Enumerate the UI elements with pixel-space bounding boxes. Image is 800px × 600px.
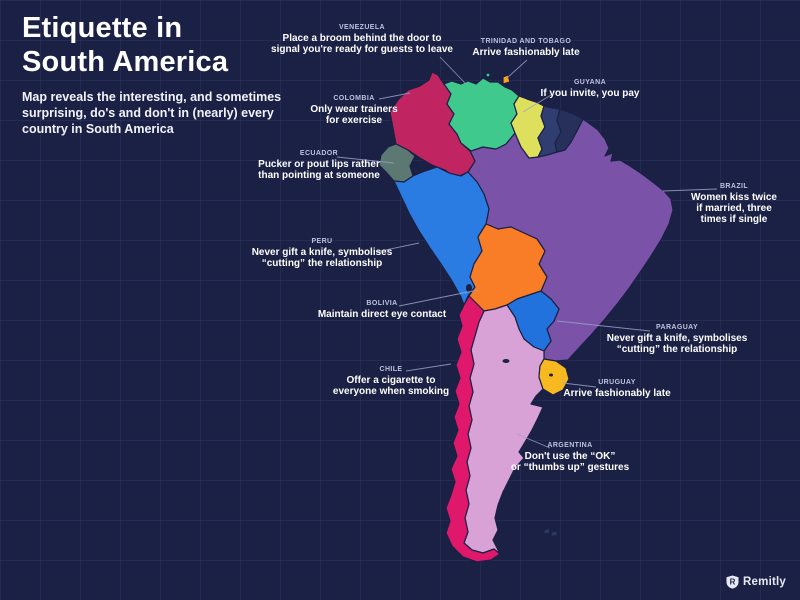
leader-brazil: [662, 188, 718, 192]
leader-peru: [375, 242, 420, 253]
lake-uruguay: [549, 373, 553, 377]
leader-trinidad-and-tobago: [506, 59, 528, 79]
leader-argentina: [516, 433, 551, 449]
lake-argentina: [502, 359, 510, 363]
leader-venezuela: [439, 56, 467, 85]
brand-logo: R Remitly: [726, 575, 786, 589]
country-chile: [445, 295, 501, 563]
leader-guyana: [522, 94, 552, 113]
leader-ecuador: [336, 156, 395, 164]
leader-uruguay: [562, 382, 597, 388]
page-subtitle: Map reveals the interesting, and sometim…: [22, 89, 282, 136]
page-title: Etiquette in South America: [22, 12, 229, 78]
svg-text:R: R: [730, 578, 736, 587]
leader-paraguay: [556, 320, 651, 332]
lake-titicaca: [466, 284, 472, 292]
leader-bolivia: [398, 289, 479, 307]
leader-chile: [405, 363, 452, 372]
falkland-islands: [543, 527, 558, 537]
country-french-guiana: [554, 108, 584, 153]
brand-name: Remitly: [743, 576, 786, 588]
isla-margarita: [485, 72, 491, 78]
header: Etiquette in South America Map reveals t…: [22, 12, 294, 137]
leader-colombia: [378, 92, 411, 100]
leader-lines: [336, 56, 718, 449]
country-uruguay: [538, 358, 570, 396]
remitly-shield-icon: R: [726, 575, 739, 589]
